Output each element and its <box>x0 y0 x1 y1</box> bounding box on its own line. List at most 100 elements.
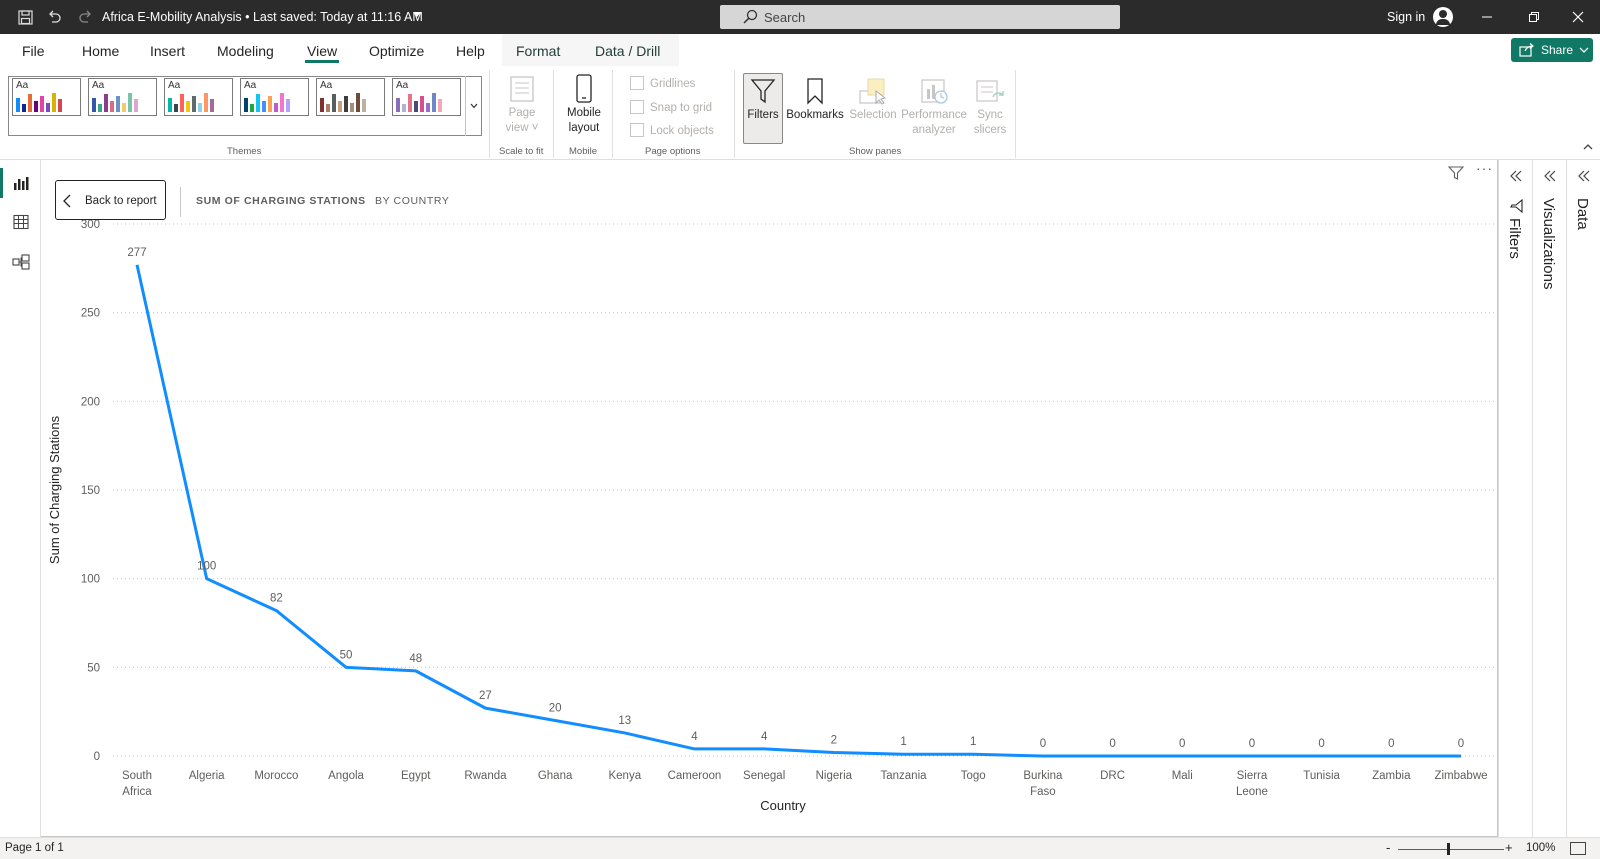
snap-to-grid-checkbox[interactable]: Snap to grid <box>630 100 712 114</box>
gridlines-checkbox[interactable]: Gridlines <box>630 76 695 90</box>
theme-swatch <box>350 103 354 112</box>
model-view-icon[interactable] <box>11 252 31 272</box>
theme-swatch <box>92 98 96 112</box>
back-to-report-button[interactable]: Back to report <box>55 180 166 220</box>
bookmarks-button[interactable]: Bookmarks <box>785 76 845 123</box>
visual-filter-icon[interactable] <box>1448 165 1464 181</box>
x-tick-label-line: Kenya <box>608 770 641 782</box>
save-icon[interactable] <box>16 8 34 26</box>
collapse-ribbon-icon[interactable] <box>1583 143 1593 154</box>
double-chevron-left-icon[interactable] <box>1510 170 1522 185</box>
more-options-icon[interactable]: ··· <box>1476 160 1493 176</box>
performance-analyzer-button[interactable]: Performance analyzer <box>900 76 968 138</box>
theme-swatch <box>356 93 360 112</box>
data-label: 27 <box>479 690 492 702</box>
chevron-down-icon <box>470 103 478 109</box>
double-chevron-left-icon[interactable] <box>1544 170 1556 185</box>
filters-button[interactable]: Filters <box>743 76 783 123</box>
title-dropdown-icon[interactable] <box>413 12 421 17</box>
zoom-slider-thumb[interactable] <box>1447 843 1450 855</box>
tab-optimize[interactable]: Optimize <box>369 43 425 59</box>
undo-icon[interactable] <box>45 8 63 26</box>
selection-button[interactable]: Selection <box>846 76 900 123</box>
minimize-icon[interactable] <box>1477 8 1497 26</box>
ribbon-separator <box>1015 70 1016 158</box>
search-input[interactable]: Search <box>720 5 1120 29</box>
data-pane-title[interactable]: Data <box>1574 198 1591 230</box>
theme-swatch <box>58 99 62 112</box>
scale-group-label: Scale to fit <box>499 146 544 157</box>
x-tick-label: Tunisia <box>1303 770 1340 782</box>
close-icon[interactable] <box>1568 8 1588 26</box>
page-view-button[interactable]: Page view ˅ <box>502 74 542 136</box>
x-tick-label: Zimbabwe <box>1434 770 1487 782</box>
data-label: 1 <box>900 736 906 748</box>
active-tab-indicator <box>305 60 339 63</box>
breadcrumb-dimension[interactable]: BY COUNTRY <box>375 195 450 207</box>
data-label: 20 <box>549 703 562 715</box>
theme-tile-6[interactable]: Aa <box>392 78 461 116</box>
tab-file[interactable]: File <box>22 43 45 59</box>
theme-swatch <box>262 101 266 112</box>
tab-format[interactable]: Format <box>516 43 561 59</box>
status-bar: Page 1 of 1 - + 100% <box>0 837 1600 859</box>
tab-view[interactable]: View <box>307 43 338 59</box>
x-tick-label: Senegal <box>743 770 785 782</box>
account-avatar-icon[interactable] <box>1433 7 1453 27</box>
data-label: 13 <box>618 715 631 727</box>
data-label: 277 <box>127 247 146 259</box>
theme-swatch <box>438 99 442 112</box>
x-tick-label: Rwanda <box>464 770 507 782</box>
report-view-icon[interactable] <box>11 173 31 193</box>
zoom-in-button[interactable]: + <box>1505 840 1513 855</box>
share-button[interactable]: Share <box>1511 38 1593 62</box>
lock-objects-checkbox[interactable]: Lock objects <box>630 123 714 137</box>
table-view-icon[interactable] <box>11 212 31 232</box>
chevron-left-icon <box>63 194 71 208</box>
sync-slicers-button[interactable]: Sync slicers <box>970 76 1010 138</box>
selection-icon <box>858 76 888 106</box>
theme-swatch <box>250 104 254 112</box>
tab-help[interactable]: Help <box>456 43 485 59</box>
fit-to-page-icon[interactable] <box>1570 842 1586 855</box>
zoom-out-button[interactable]: - <box>1386 840 1391 855</box>
theme-tile-5[interactable]: Aa <box>316 78 385 116</box>
y-axis-title: Sum of Charging Stations <box>47 415 62 564</box>
bookmark-icon <box>800 76 830 106</box>
sign-in-link[interactable]: Sign in <box>1387 10 1426 24</box>
theme-swatch <box>116 96 120 112</box>
data-pane: Data <box>1566 160 1600 837</box>
tab-home[interactable]: Home <box>82 43 120 59</box>
tab-modeling[interactable]: Modeling <box>217 43 274 59</box>
chevron-down-icon <box>1579 47 1589 53</box>
theme-swatch <box>34 101 38 112</box>
filters-pane-toggle[interactable] <box>743 73 783 144</box>
theme-tile-4[interactable]: Aa <box>240 78 309 116</box>
tab-insert[interactable]: Insert <box>150 43 186 59</box>
breadcrumb-measure[interactable]: SUM OF CHARGING STATIONS <box>196 195 366 207</box>
series-line[interactable] <box>135 264 1461 758</box>
visualizations-pane-title[interactable]: Visualizations <box>1540 198 1557 290</box>
themes-dropdown-button[interactable] <box>465 76 482 136</box>
redo-icon[interactable] <box>76 8 94 26</box>
zoom-slider[interactable] <box>1398 849 1504 850</box>
theme-tile-3[interactable]: Aa <box>164 78 233 116</box>
double-chevron-left-icon[interactable] <box>1578 170 1590 185</box>
ribbon-separator <box>489 70 490 158</box>
tab-data-drill[interactable]: Data / Drill <box>595 43 661 59</box>
theme-swatch <box>244 98 248 112</box>
theme-tile-2[interactable]: Aa <box>88 78 157 116</box>
theme-swatch <box>256 94 260 112</box>
restore-icon[interactable] <box>1524 8 1544 26</box>
ribbon-separator <box>734 70 735 158</box>
mobile-layout-button[interactable]: Mobile layout <box>562 74 606 136</box>
filters-pane-title[interactable]: Filters <box>1506 218 1523 259</box>
mobile-group-label: Mobile <box>569 146 597 157</box>
theme-tile-1[interactable]: Aa <box>12 78 81 116</box>
theme-swatch <box>46 103 50 112</box>
data-label: 0 <box>1179 738 1185 750</box>
theme-swatch <box>198 103 202 112</box>
x-tick-label: Togo <box>961 770 986 782</box>
x-tick-label-line: Mali <box>1172 770 1193 782</box>
